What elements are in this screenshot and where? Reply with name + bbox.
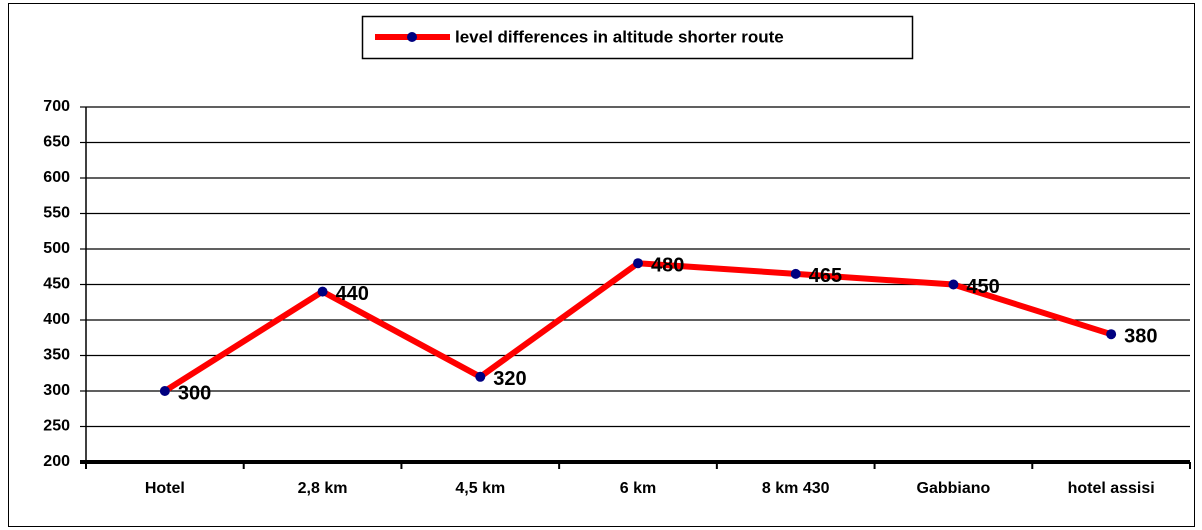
y-tick-label: 350 [43,347,70,364]
x-tick-label: Hotel [145,480,185,497]
y-tick-label: 250 [43,418,70,435]
y-tick-label: 450 [43,276,70,293]
marker [633,258,643,269]
x-tick-label: 4,5 km [455,480,505,497]
data-label: 450 [966,276,999,298]
y-tick-label: 300 [43,382,70,399]
x-tick-label: 2,8 km [298,480,348,497]
data-label: 320 [493,368,526,390]
x-tick-label: 6 km [620,480,656,497]
legend-label: level differences in altitude shorter ro… [455,27,784,46]
y-tick-label: 700 [43,98,70,115]
marker [317,286,328,297]
y-tick-label: 550 [43,205,70,222]
data-label: 300 [178,382,211,404]
y-tick-label: 650 [43,134,70,151]
x-tick-label: 8 km 430 [762,480,830,497]
y-tick-label: 600 [43,169,70,186]
y-tick-label: 500 [43,240,70,257]
legend-marker [407,32,417,42]
marker [790,268,801,279]
data-label: 380 [1124,325,1157,347]
data-label: 480 [651,254,684,276]
legend-box [361,15,914,60]
y-tick-label: 400 [43,311,70,328]
marker [948,279,959,290]
data-label: 465 [809,265,842,287]
x-tick-label: hotel assisi [1068,480,1155,497]
marker [1106,329,1117,340]
data-label: 440 [336,283,369,305]
y-tick-label: 200 [43,453,70,470]
x-tick-label: Gabbiano [917,480,991,497]
marker [159,386,170,396]
chart-border [8,3,1195,527]
marker [475,371,486,382]
